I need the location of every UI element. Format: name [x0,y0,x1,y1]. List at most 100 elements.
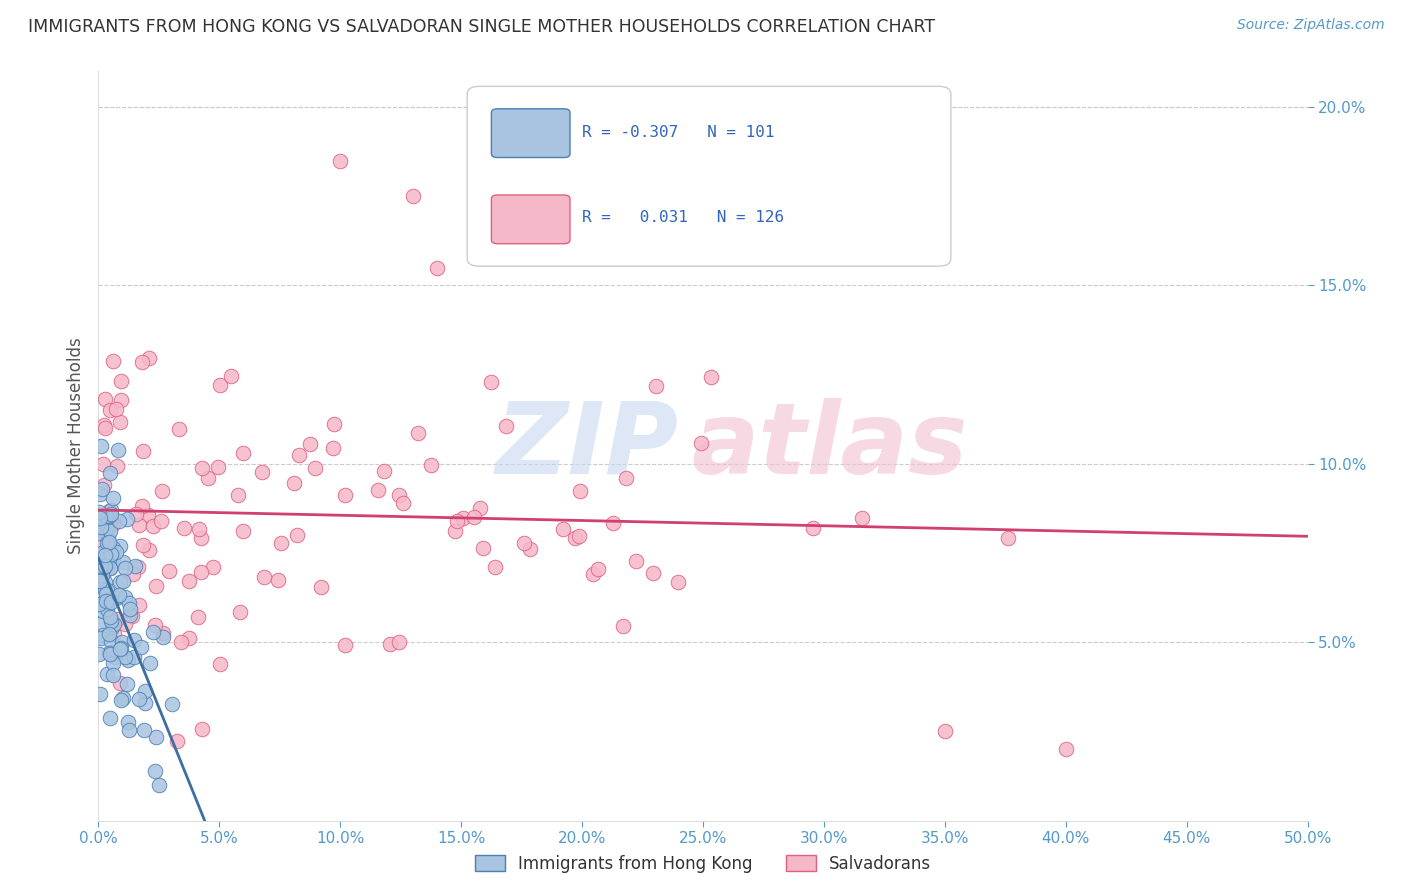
Point [197,471,219,485]
Point [226,488,249,502]
Point [114,650,136,665]
Point [128,692,150,706]
Point [270,536,292,550]
Point [143,764,166,779]
Text: ZIP: ZIP [496,398,679,494]
Point [98,510,121,524]
Text: Source: ZipAtlas.com: Source: ZipAtlas.com [1237,18,1385,32]
Point [157,564,180,578]
Point [110,676,132,690]
Point [101,645,124,659]
Point [602,516,624,531]
Point [208,378,231,392]
Point [115,512,138,526]
Point [997,531,1019,545]
Point [89,648,111,662]
Point [110,375,132,389]
Point [285,528,308,542]
Point [495,419,517,434]
Point [108,641,131,656]
Point [138,351,160,365]
FancyBboxPatch shape [492,109,569,158]
Point [329,153,352,168]
Point [117,714,139,729]
Point [111,634,134,648]
Point [87,597,110,611]
Point [484,559,506,574]
Point [267,573,290,587]
Point [191,460,214,475]
Point [100,634,122,648]
Point [190,531,212,545]
Point [98,524,121,538]
Point [142,624,165,639]
Point [90,520,112,534]
Point [419,458,441,473]
Point [93,558,115,573]
Point [89,505,111,519]
Point [111,574,134,589]
Point [100,503,122,517]
Point [132,538,155,552]
Point [142,518,165,533]
Point [93,604,115,618]
Point [94,551,117,566]
Point [468,500,491,515]
Point [148,778,170,792]
Point [98,711,121,725]
Point [219,369,242,384]
Point [612,619,634,633]
Point [89,511,111,525]
Point [91,566,114,580]
Point [100,647,122,661]
Point [118,723,141,737]
Point [207,459,229,474]
Point [129,640,152,655]
Point [173,521,195,535]
Point [188,522,211,536]
Point [89,616,111,631]
Point [97,531,120,545]
Point [128,598,150,612]
Point [304,461,326,475]
Point [87,525,110,540]
Point [108,574,131,589]
Point [94,421,117,435]
Point [333,638,356,652]
Point [568,529,591,543]
Point [105,612,128,626]
FancyBboxPatch shape [492,195,569,244]
Point [934,724,956,739]
Point [101,541,124,555]
Point [91,545,114,559]
Point [124,559,146,574]
Point [100,595,122,609]
Point [122,649,145,664]
FancyBboxPatch shape [467,87,950,266]
Point [114,617,136,632]
Point [136,508,159,523]
Point [309,580,332,594]
Point [98,646,121,660]
Point [392,496,415,510]
Point [177,631,200,645]
Point [471,541,494,555]
Point [110,641,132,656]
Point [451,511,474,525]
Text: IMMIGRANTS FROM HONG KONG VS SALVADORAN SINGLE MOTHER HOUSEHOLDS CORRELATION CHA: IMMIGRANTS FROM HONG KONG VS SALVADORAN … [28,18,935,36]
Point [152,630,174,644]
Point [101,516,124,531]
Point [118,602,141,616]
Point [100,512,122,526]
Point [134,684,156,698]
Point [513,536,536,550]
Point [232,446,254,460]
Point [145,579,167,593]
Point [100,507,122,521]
Point [111,555,134,569]
Point [479,375,502,389]
Point [624,554,647,568]
Point [689,435,711,450]
Point [89,486,111,500]
Point [208,657,231,671]
